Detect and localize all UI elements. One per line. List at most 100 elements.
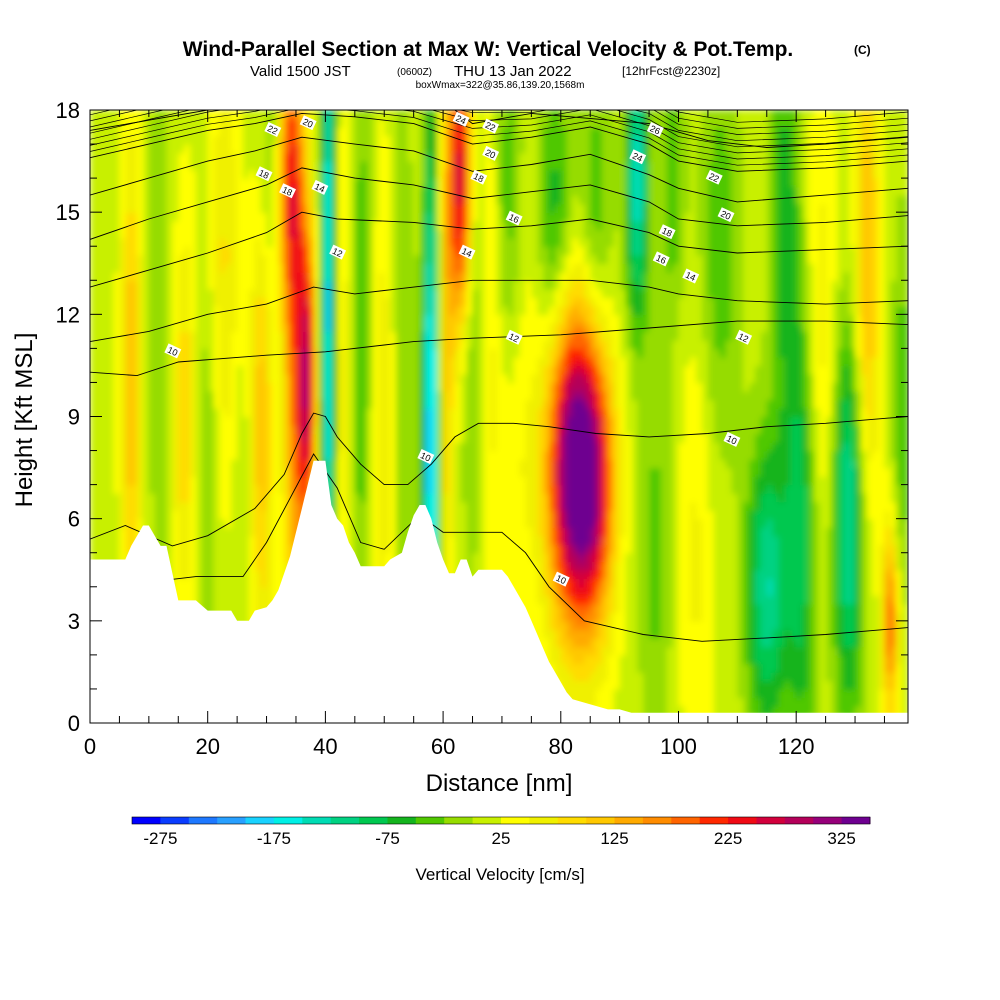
w-cell xyxy=(272,110,280,120)
w-cell xyxy=(113,254,121,264)
w-cell xyxy=(219,169,227,179)
w-cell xyxy=(243,365,250,375)
w-cell xyxy=(113,476,121,486)
w-cell xyxy=(272,442,280,452)
w-cell xyxy=(425,459,433,469)
w-cell xyxy=(337,331,344,341)
w-cell xyxy=(225,467,233,477)
w-cell xyxy=(425,271,433,282)
w-cell xyxy=(237,152,244,162)
w-cell xyxy=(260,254,268,264)
w-cell xyxy=(172,178,180,188)
w-cell xyxy=(237,544,244,554)
w-cell xyxy=(266,408,274,418)
w-cell xyxy=(219,348,227,358)
w-cell xyxy=(143,433,150,443)
w-cell xyxy=(431,373,438,384)
w-cell xyxy=(101,382,109,392)
w-cell xyxy=(354,280,362,290)
w-cell xyxy=(343,254,350,264)
w-cell xyxy=(396,229,403,239)
w-cell xyxy=(466,280,474,290)
w-cell xyxy=(437,416,444,426)
w-cell xyxy=(207,373,215,384)
w-cell xyxy=(184,169,191,179)
w-cell xyxy=(460,476,468,486)
w-cell xyxy=(378,391,386,401)
w-cell xyxy=(437,408,444,418)
w-cell xyxy=(178,178,185,188)
w-cell xyxy=(231,467,238,477)
w-cell xyxy=(354,544,362,554)
w-cell xyxy=(437,144,444,154)
w-cell xyxy=(284,408,291,418)
w-cell xyxy=(125,127,132,137)
w-cell xyxy=(472,152,480,162)
w-cell xyxy=(290,169,297,179)
w-cell xyxy=(284,314,291,324)
w-cell xyxy=(431,263,438,273)
w-cell xyxy=(266,544,274,554)
w-cell xyxy=(354,501,362,511)
w-cell xyxy=(231,603,238,614)
w-cell xyxy=(290,254,297,264)
w-cell xyxy=(348,416,356,426)
w-cell xyxy=(331,399,338,409)
w-cell xyxy=(343,220,350,230)
w-cell xyxy=(278,484,285,494)
w-cell xyxy=(407,339,415,350)
w-cell xyxy=(272,459,280,469)
w-cell xyxy=(207,203,215,213)
w-cell xyxy=(266,399,274,409)
w-cell xyxy=(95,365,103,375)
w-cell xyxy=(472,348,480,358)
w-cell xyxy=(254,246,262,256)
w-cell xyxy=(131,459,138,469)
w-cell xyxy=(143,339,150,350)
w-cell xyxy=(419,339,427,350)
w-cell xyxy=(101,527,109,537)
w-cell xyxy=(425,135,433,145)
w-cell xyxy=(237,178,244,188)
w-cell xyxy=(366,203,374,213)
w-cell xyxy=(207,195,215,205)
w-cell xyxy=(331,254,338,264)
w-cell xyxy=(143,297,150,307)
w-cell xyxy=(478,144,486,154)
w-cell xyxy=(348,510,356,520)
w-cell xyxy=(343,271,350,282)
w-cell xyxy=(348,220,356,230)
w-cell xyxy=(278,169,285,179)
w-cell xyxy=(354,433,362,443)
w-cell xyxy=(195,552,203,562)
w-cell xyxy=(360,110,368,120)
w-cell xyxy=(454,237,462,247)
w-cell xyxy=(390,288,397,299)
w-cell xyxy=(401,484,409,494)
w-cell xyxy=(396,391,403,401)
w-cell xyxy=(278,271,285,282)
w-cell xyxy=(396,373,403,384)
w-cell xyxy=(425,356,433,367)
w-cell xyxy=(207,501,215,511)
w-cell xyxy=(384,518,391,528)
w-cell xyxy=(248,603,256,614)
w-cell xyxy=(372,450,380,460)
w-cell xyxy=(160,195,168,205)
w-cell xyxy=(237,118,244,128)
w-cell xyxy=(107,408,115,418)
w-cell xyxy=(490,288,497,299)
w-cell xyxy=(272,144,280,154)
w-cell xyxy=(190,263,197,273)
w-cell xyxy=(119,373,127,384)
w-cell xyxy=(366,544,374,554)
w-cell xyxy=(431,186,438,196)
w-cell xyxy=(407,391,415,401)
w-cell xyxy=(243,356,250,367)
w-cell xyxy=(490,331,497,341)
w-cell xyxy=(101,408,109,418)
w-cell xyxy=(90,118,97,128)
w-cell xyxy=(407,178,415,188)
w-cell xyxy=(366,161,374,171)
w-cell xyxy=(354,450,362,460)
